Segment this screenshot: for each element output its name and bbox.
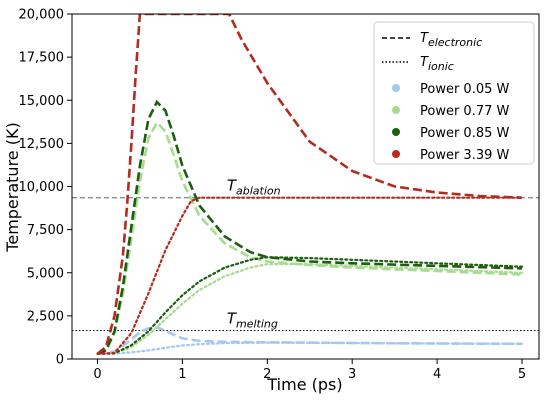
x-tick-label: 5 [518, 367, 526, 382]
series-ionic-power-0-85-w [96, 256, 524, 355]
y-tick-label: 15,000 [19, 94, 65, 109]
legend-label-ionic-sub: ionic [428, 60, 454, 73]
x-tick-label: 4 [433, 367, 441, 382]
series-electronic-power-3-39-w [96, 14, 523, 355]
legend-box [373, 21, 535, 165]
legend-marker [392, 150, 400, 158]
series-electronic-power-0-85-w [97, 99, 523, 356]
reference-label-ablation: Tablation [227, 177, 281, 198]
y-tick-label: 10,000 [19, 180, 65, 195]
reference-label-ablation-sub: ablation [236, 185, 281, 198]
reference-label-melting: Tmelting [227, 310, 278, 331]
legend-label-electronic-base: T [420, 31, 429, 46]
x-axis-label: Time (ps) [266, 375, 342, 394]
legend-marker [392, 84, 400, 92]
legend-marker [392, 106, 400, 114]
reference-label-melting-sub: melting [236, 318, 278, 331]
legend-label-ionic: Tionic [420, 55, 454, 73]
legend-label: Power 0.05 W [420, 82, 510, 97]
legend-label: Power 0.77 W [420, 104, 510, 119]
legend-label-electronic: Telectronic [420, 31, 482, 49]
y-tick-label: 17,500 [19, 51, 65, 66]
series-ionic-power-0-77-w [96, 263, 524, 355]
legend-label-electronic-sub: electronic [428, 36, 482, 49]
x-tick-label: 0 [93, 367, 101, 382]
x-tick-label: 3 [348, 367, 356, 382]
y-tick-label: 2,500 [27, 309, 64, 324]
y-tick-label: 12,500 [19, 137, 65, 152]
reference-label-ablation-base: T [227, 177, 238, 195]
series-ionic-power-3-39-w [96, 196, 524, 355]
y-tick-label: 20,000 [19, 8, 65, 23]
legend-label-ionic-base: T [420, 55, 429, 70]
x-tick-label: 2 [263, 367, 271, 382]
series-electronic-power-0-05-w [97, 326, 523, 356]
legend-label: Power 0.85 W [420, 126, 510, 141]
y-tick-label: 7,500 [27, 223, 64, 238]
y-tick-label: 0 [56, 353, 64, 368]
legend-label: Power 3.39 W [420, 148, 510, 163]
series-layer [96, 14, 524, 356]
x-axis-ticks: 0 1 2 3 4 5 [93, 359, 526, 382]
y-axis-label: Temperature (K) [3, 122, 22, 252]
legend-marker [392, 128, 400, 136]
x-tick-label: 1 [178, 367, 186, 382]
y-tick-label: 5,000 [27, 266, 64, 281]
y-axis-ticks: 0 2,500 5,000 7,500 10,000 12,500 15,000 17,500… [19, 8, 72, 368]
reference-label-melting-base: T [227, 310, 238, 328]
